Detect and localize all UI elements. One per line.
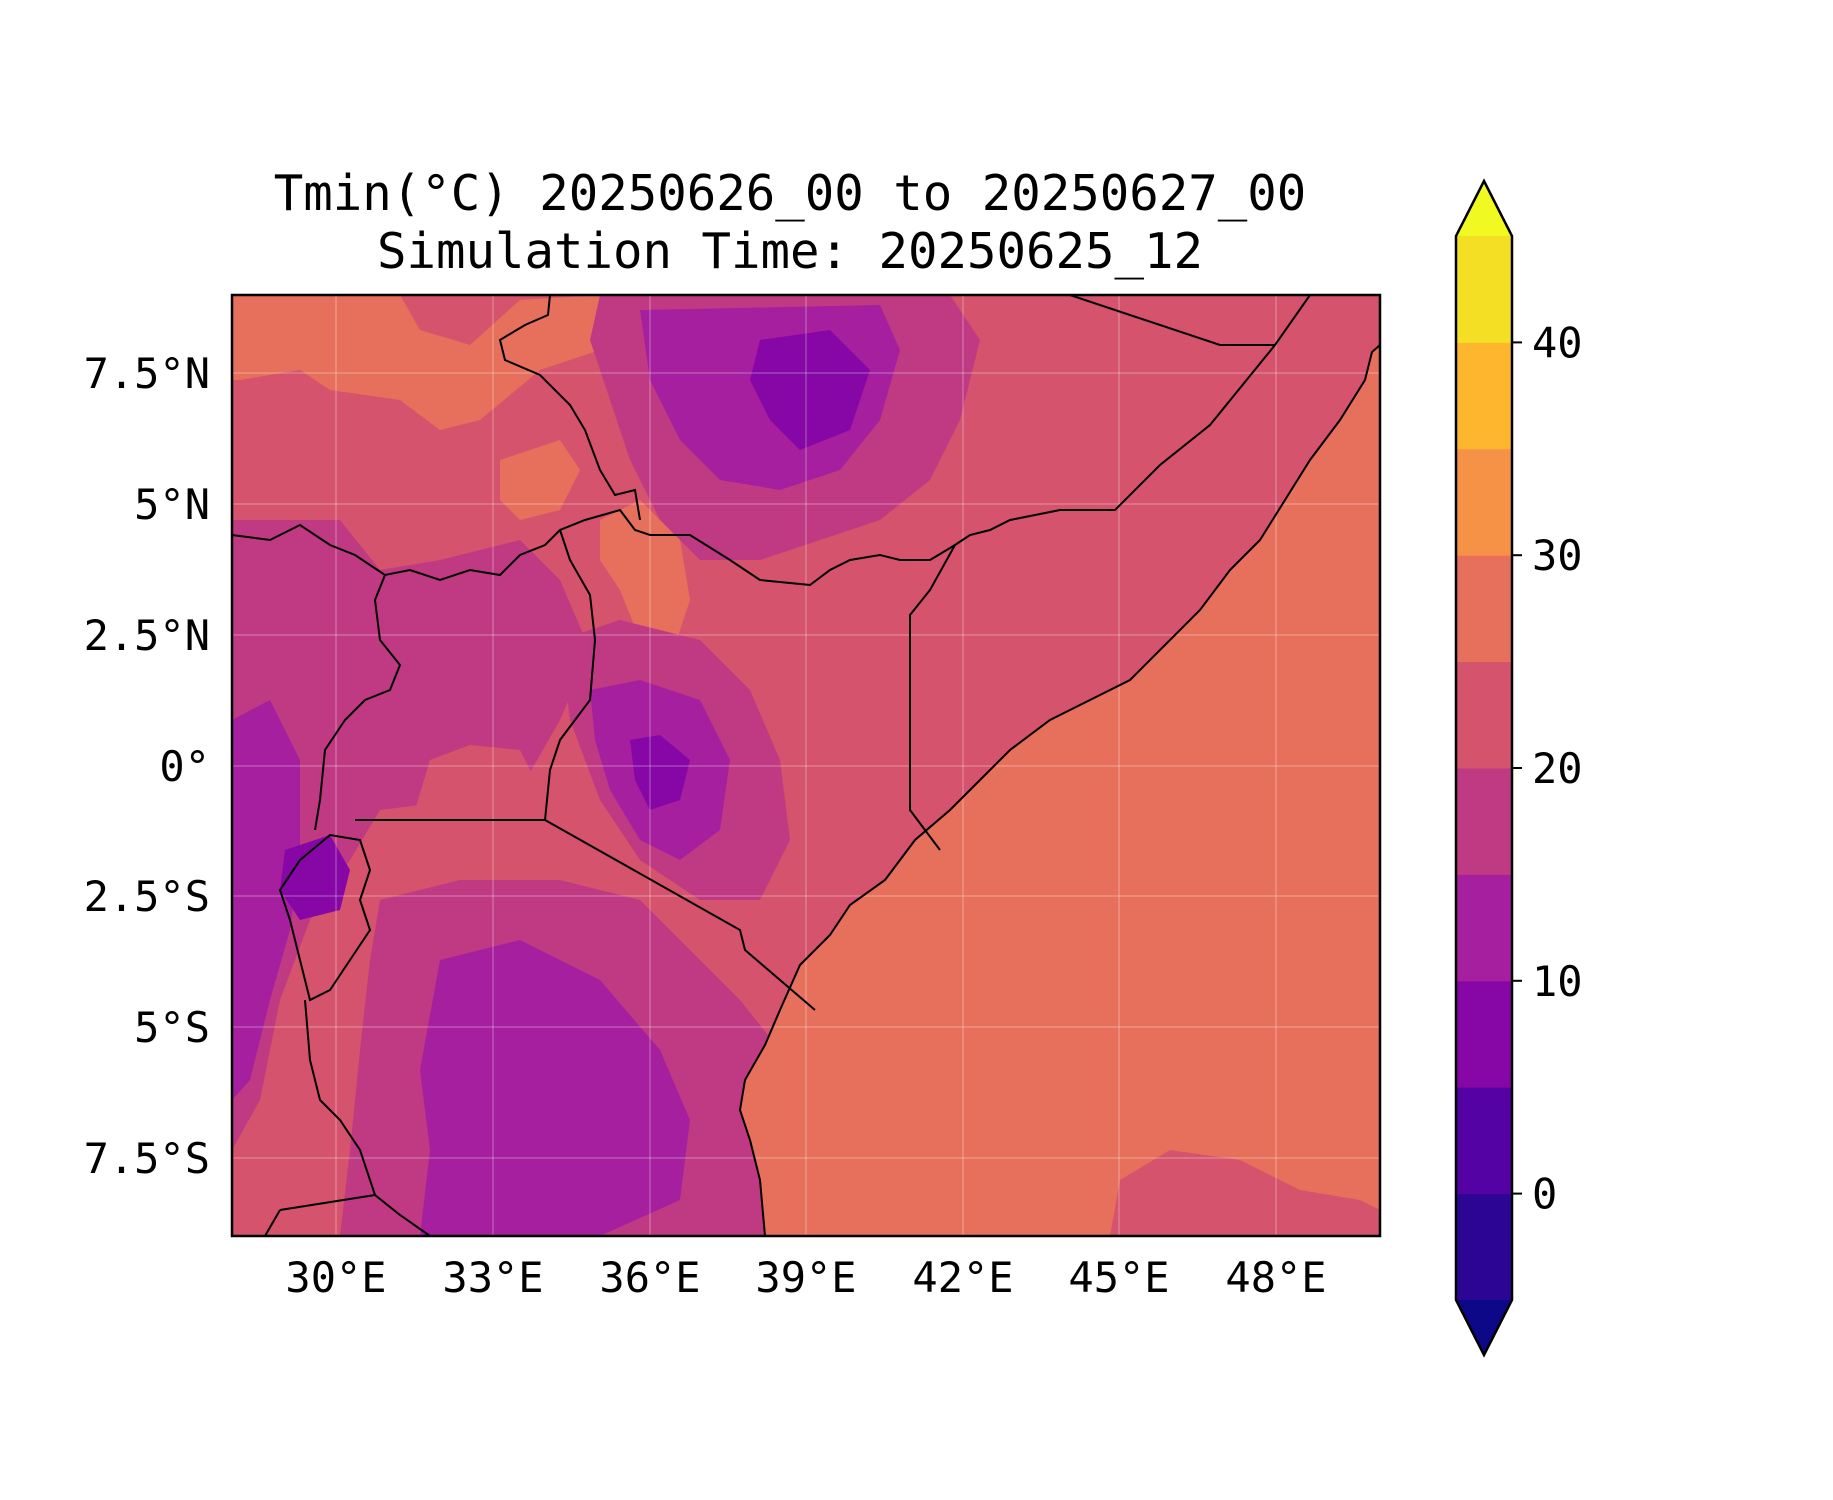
cold-zone-tanzania-center: [420, 940, 690, 1236]
figure-subtitle: Simulation Time: 20250625_12: [377, 223, 1203, 280]
colorbar-bin: [1456, 236, 1512, 343]
x-tick-label: 39°E: [755, 1253, 856, 1302]
colorbar-outline: [1454, 178, 1514, 1358]
border-uganda-kenya: [544, 529, 597, 821]
coldest-zone-kenya: [630, 735, 690, 810]
y-tick-label: 7.5°S: [84, 1134, 210, 1183]
colorbar-tick-label: 20: [1532, 744, 1583, 793]
ocean-warm-zone: [740, 345, 1380, 1236]
map-frame: [230, 293, 1382, 1238]
border-zambia-west: [264, 1209, 281, 1236]
colorbar-tick-label: 30: [1532, 531, 1583, 580]
border-ethiopia-somalia-top: [1069, 295, 1275, 346]
gridlines: [232, 295, 1380, 1236]
colorbar-bin: [1456, 342, 1512, 450]
y-axis-ticks: 7.5°N 5°N 2.5°N 0° 2.5°S 5°S 7.5°S: [84, 349, 210, 1183]
colorbar-tick-label: 10: [1532, 957, 1583, 1006]
y-tick-label: 2.5°N: [84, 611, 210, 660]
warm-zone-northwest: [232, 295, 600, 430]
colorbar-bin: [1456, 1193, 1512, 1301]
warm-zone-turkana: [600, 500, 690, 660]
x-axis-ticks: 30°E 33°E 36°E 39°E 42°E 45°E 48°E: [285, 1253, 1326, 1302]
colorbar-extend-max: [1456, 181, 1512, 236]
coldest-zone-ethiopia: [750, 330, 870, 450]
border-tanganyika-east: [304, 999, 431, 1236]
colorbar-bin: [1456, 448, 1512, 556]
border-ethiopia-southsudan: [498, 295, 641, 521]
colorbar-bin: [1456, 980, 1512, 1088]
y-tick-label: 2.5°S: [84, 872, 210, 921]
coastline: [738, 344, 1380, 1236]
cold-zone-rwanda: [280, 835, 350, 920]
ocean-cooler-patch: [1110, 1150, 1380, 1236]
x-tick-label: 33°E: [442, 1253, 543, 1302]
colorbar-bin: [1456, 768, 1512, 875]
y-tick-label: 7.5°N: [84, 349, 210, 398]
x-tick-label: 42°E: [912, 1253, 1013, 1302]
x-tick-label: 48°E: [1225, 1253, 1326, 1302]
cold-zone-rift-west: [232, 700, 300, 1100]
y-tick-label: 5°S: [134, 1003, 210, 1052]
map-panel: [230, 293, 1382, 1238]
figure-title: Tmin(°C) 20250626_00 to 20250627_00: [274, 165, 1307, 222]
colorbar-bin: [1456, 555, 1512, 663]
border-zambia: [279, 1194, 376, 1211]
colorbar-bin: [1456, 661, 1512, 769]
temperature-field: [232, 295, 1380, 1236]
x-tick-label: 45°E: [1068, 1253, 1169, 1302]
warm-zone-sudan-border: [500, 440, 580, 520]
colorbar-bin: [1456, 874, 1512, 982]
colorbar: 0 10 20 30 40: [1454, 178, 1583, 1358]
colorbar-extend-min: [1456, 1300, 1512, 1355]
border-kenya-somalia: [909, 544, 956, 851]
x-tick-label: 36°E: [599, 1253, 700, 1302]
border-uganda-drc: [314, 574, 402, 831]
border-tanzania-north: [355, 819, 816, 1011]
colorbar-tick-label: 40: [1532, 318, 1583, 367]
border-rwanda-burundi: [278, 833, 372, 1002]
border-south-sudan-north: [232, 295, 1311, 587]
y-tick-label: 5°N: [134, 480, 210, 529]
colorbar-bin: [1456, 1087, 1512, 1195]
colorbar-tick-label: 0: [1532, 1170, 1557, 1219]
y-tick-label: 0°: [159, 742, 210, 791]
x-tick-label: 30°E: [285, 1253, 386, 1302]
country-borders: [232, 295, 1380, 1236]
cool-zone-west: [232, 520, 590, 1150]
